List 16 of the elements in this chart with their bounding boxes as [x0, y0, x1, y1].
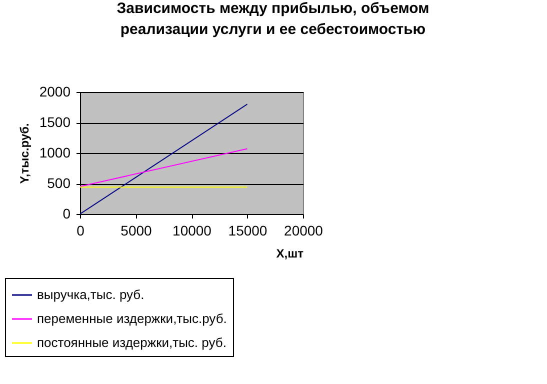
y-tick-label: 1500 — [39, 114, 71, 130]
x-tick-label: 15000 — [228, 222, 268, 238]
x-axis-title: Х,шт — [276, 246, 304, 260]
x-tick-label: 5000 — [120, 222, 152, 238]
y-tick-label: 500 — [47, 175, 71, 191]
y-axis-title: Y,тыс.руб. — [17, 123, 32, 184]
legend-label: переменные издержки,тыс.руб. — [37, 311, 227, 326]
chart-title: Зависимость между прибылью, объемом реализации услуги и ее себестоимостью — [116, 0, 430, 38]
legend-label: постоянные издержки,тыс. руб. — [37, 335, 226, 350]
legend-label: выручка,тыс. руб. — [37, 287, 144, 302]
y-tick-label: 1000 — [39, 144, 71, 160]
x-tick-label: 10000 — [172, 222, 212, 238]
y-tick-label: 2000 — [39, 84, 71, 100]
x-tick-label: 0 — [76, 222, 85, 238]
x-tick-label: 20000 — [284, 222, 324, 238]
y-tick-label: 0 — [62, 206, 71, 222]
